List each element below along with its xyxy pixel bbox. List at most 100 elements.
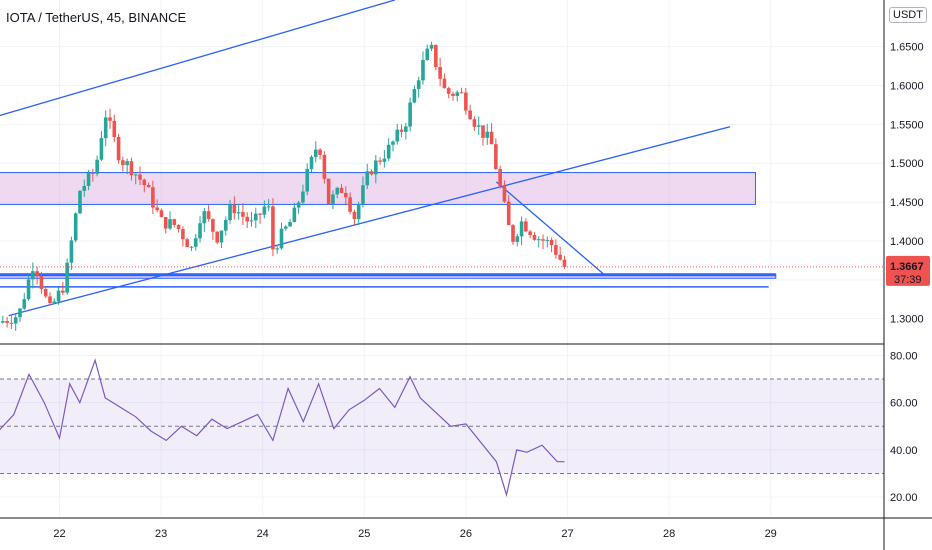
candle-body <box>519 221 524 237</box>
candle-body <box>421 59 425 81</box>
candle-body <box>425 48 430 60</box>
candle-body <box>95 159 99 174</box>
time-tick-label: 22 <box>53 528 65 540</box>
candle-body <box>211 219 215 232</box>
candle-body <box>181 229 185 240</box>
candle-body <box>151 187 155 208</box>
time-tick-label: 24 <box>257 528 269 540</box>
candle-body <box>133 174 138 176</box>
zone-rect <box>0 172 756 205</box>
candle-body <box>288 222 292 227</box>
candle-body <box>176 224 181 230</box>
candle-body <box>318 149 322 155</box>
price-tick-label: 1.6000 <box>890 81 924 93</box>
candle-body <box>459 92 464 94</box>
candle-body <box>168 219 172 229</box>
candle-body <box>142 179 147 185</box>
candle-body <box>18 308 22 318</box>
time-tick-label: 25 <box>358 528 370 540</box>
candle-body <box>331 194 335 204</box>
candle-body <box>326 178 331 204</box>
candle-body <box>198 223 202 239</box>
candle-body <box>416 80 421 90</box>
candle-body <box>434 44 438 68</box>
candle-body <box>429 44 434 49</box>
candle-body <box>283 226 288 229</box>
candle-body <box>361 185 365 204</box>
candle-body <box>476 125 481 127</box>
candle-body <box>399 129 404 132</box>
candle-body <box>369 171 374 175</box>
candle-body <box>241 212 245 217</box>
candle-body <box>73 213 78 241</box>
candles <box>1 41 567 331</box>
candle-body <box>138 174 142 180</box>
candle-body <box>498 169 502 186</box>
candle-body <box>279 228 284 249</box>
candle-body <box>382 158 387 162</box>
candle-body <box>13 317 18 324</box>
candle-body <box>43 288 48 297</box>
candle-body <box>485 131 490 138</box>
price-tick-label: 1.6500 <box>890 42 924 54</box>
candle-body <box>228 204 232 220</box>
candle-body <box>313 149 318 157</box>
candle-body <box>69 240 74 263</box>
rsi-line <box>0 358 565 498</box>
candle-body <box>386 144 391 159</box>
candle-body <box>378 160 382 162</box>
candle-body <box>262 206 267 215</box>
trend-line <box>0 0 395 117</box>
candle-body <box>189 246 194 248</box>
candle-body <box>82 185 87 191</box>
price-tick-label: 1.3000 <box>890 314 924 326</box>
time-tick-label: 28 <box>663 528 675 540</box>
price-badge <box>886 255 930 286</box>
candle-body <box>266 206 271 208</box>
candle-body <box>9 322 14 324</box>
candle-body <box>545 239 550 241</box>
trend-line <box>8 126 731 317</box>
currency-badge[interactable]: USDT <box>889 7 927 23</box>
price-tick-label: 1.4500 <box>890 197 924 209</box>
candle-body <box>549 239 554 245</box>
candle-body <box>22 299 27 309</box>
chart-title: IOTA / TetherUS, 45, BINANCE <box>6 10 187 25</box>
candle-body <box>489 131 494 145</box>
candle-body <box>65 262 69 293</box>
candle-body <box>502 185 507 202</box>
candle-body <box>356 203 361 220</box>
price-badge-value: 1.3667 <box>890 261 924 273</box>
candle-body <box>163 216 168 229</box>
candle-body <box>506 201 511 226</box>
candle-body <box>146 184 151 188</box>
candle-body <box>245 216 249 222</box>
time-tick-label: 27 <box>561 528 573 540</box>
trend-line <box>495 181 604 275</box>
candle-body <box>275 248 280 250</box>
candle-body <box>236 212 241 214</box>
candle-body <box>35 271 39 276</box>
candle-body <box>335 187 340 195</box>
candle-body <box>39 275 44 289</box>
candle-body <box>292 207 297 223</box>
rsi-tick-label: 60.00 <box>890 398 918 410</box>
time-tick-label: 23 <box>155 528 167 540</box>
candle-body <box>408 102 412 127</box>
candle-body <box>296 202 301 208</box>
candle-body <box>536 239 541 241</box>
candle-body <box>391 141 395 145</box>
candle-body <box>309 156 314 169</box>
candle-body <box>91 172 95 174</box>
candle-body <box>86 172 91 186</box>
rsi-tick-label: 80.00 <box>890 350 918 362</box>
time-tick-label: 26 <box>460 528 472 540</box>
candle-body <box>541 239 545 241</box>
candle-body <box>206 211 211 220</box>
candle-body <box>365 171 370 186</box>
candle-body <box>5 321 9 323</box>
price-badge-countdown: 37:39 <box>894 274 922 286</box>
candle-body <box>125 161 129 166</box>
candle-body <box>103 117 108 139</box>
candle-body <box>344 192 348 198</box>
